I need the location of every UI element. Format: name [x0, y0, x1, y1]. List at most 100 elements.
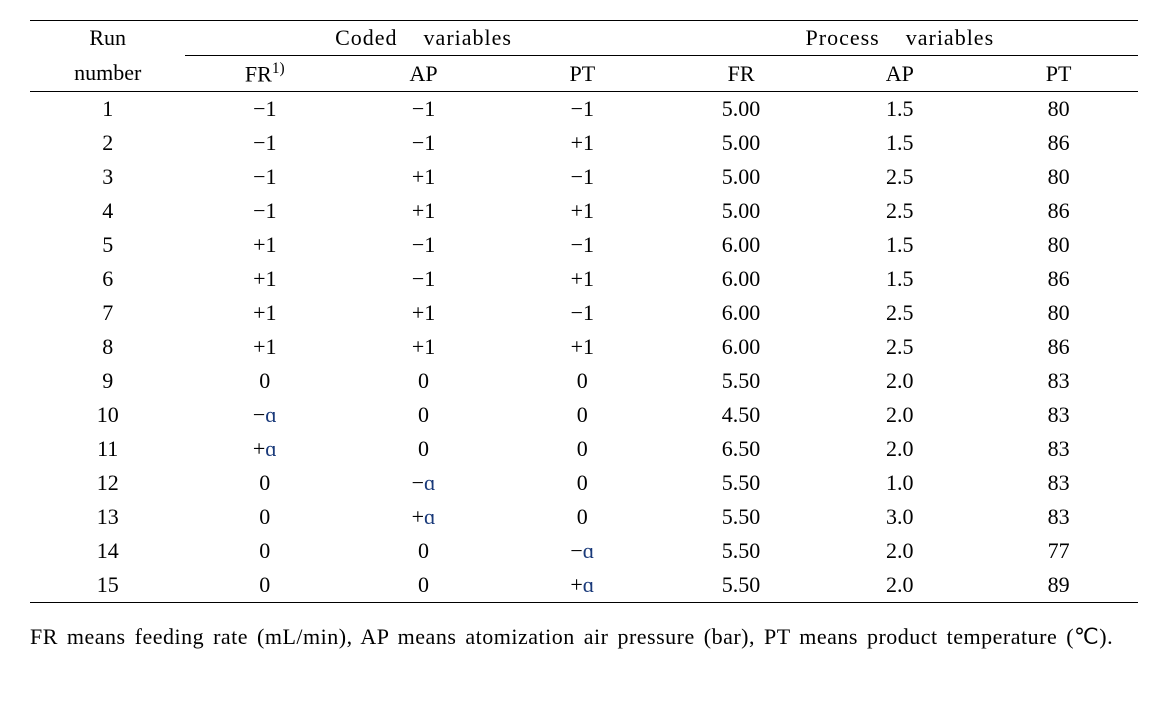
coded-ap-cell: 0: [344, 398, 503, 432]
proc-ap-cell: 2.0: [820, 534, 979, 568]
run-cell: 5: [30, 228, 185, 262]
table-row: 120−ɑ05.501.083: [30, 466, 1138, 500]
table-row: 4−1+1+15.002.586: [30, 194, 1138, 228]
table-row: 3−1+1−15.002.580: [30, 160, 1138, 194]
proc-pt-cell: 83: [979, 500, 1138, 534]
proc-fr-cell: 5.00: [662, 160, 821, 194]
proc-ap-cell: 2.0: [820, 432, 979, 466]
proc-ap-cell: 2.0: [820, 364, 979, 398]
header-coded-ap: AP: [344, 56, 503, 92]
coded-ap-cell: +1: [344, 194, 503, 228]
table-header-row-2: number FR1) AP PT FR AP PT: [30, 56, 1138, 92]
header-run-line2: number: [30, 56, 185, 92]
coded-pt-cell: 0: [503, 500, 662, 534]
run-cell: 10: [30, 398, 185, 432]
run-cell: 4: [30, 194, 185, 228]
proc-fr-cell: 6.00: [662, 228, 821, 262]
run-cell: 12: [30, 466, 185, 500]
header-proc-fr: FR: [662, 56, 821, 92]
coded-pt-cell: 0: [503, 432, 662, 466]
table-row: 90005.502.083: [30, 364, 1138, 398]
coded-ap-cell: +1: [344, 296, 503, 330]
proc-pt-cell: 80: [979, 92, 1138, 127]
coded-pt-cell: −1: [503, 296, 662, 330]
proc-ap-cell: 2.0: [820, 398, 979, 432]
proc-pt-cell: 86: [979, 126, 1138, 160]
coded-fr-cell: −1: [185, 194, 344, 228]
proc-pt-cell: 83: [979, 398, 1138, 432]
coded-pt-cell: +1: [503, 194, 662, 228]
coded-pt-cell: −1: [503, 92, 662, 127]
coded-fr-cell: −1: [185, 126, 344, 160]
proc-ap-cell: 2.5: [820, 194, 979, 228]
table-header-row-1: Run Coded variables Process variables: [30, 21, 1138, 56]
proc-ap-cell: 1.5: [820, 126, 979, 160]
coded-pt-cell: −ɑ: [503, 534, 662, 568]
coded-pt-cell: 0: [503, 398, 662, 432]
table-row: 1400−ɑ5.502.077: [30, 534, 1138, 568]
coded-ap-cell: −1: [344, 228, 503, 262]
proc-fr-cell: 6.50: [662, 432, 821, 466]
header-proc-ap: AP: [820, 56, 979, 92]
design-table: Run Coded variables Process variables nu…: [30, 20, 1138, 603]
coded-fr-cell: 0: [185, 364, 344, 398]
run-cell: 14: [30, 534, 185, 568]
proc-ap-cell: 2.5: [820, 330, 979, 364]
proc-ap-cell: 1.5: [820, 92, 979, 127]
run-cell: 11: [30, 432, 185, 466]
coded-pt-cell: +1: [503, 262, 662, 296]
table-footnote: FR means feeding rate (mL/min), AP means…: [30, 613, 1138, 661]
proc-pt-cell: 83: [979, 466, 1138, 500]
proc-ap-cell: 1.5: [820, 228, 979, 262]
coded-fr-cell: +1: [185, 296, 344, 330]
proc-fr-cell: 4.50: [662, 398, 821, 432]
table-row: 10−ɑ004.502.083: [30, 398, 1138, 432]
proc-fr-cell: 5.50: [662, 466, 821, 500]
coded-fr-cell: +1: [185, 330, 344, 364]
proc-pt-cell: 86: [979, 330, 1138, 364]
proc-fr-cell: 6.00: [662, 296, 821, 330]
coded-fr-cell: 0: [185, 534, 344, 568]
coded-pt-cell: +ɑ: [503, 568, 662, 603]
coded-fr-cell: +1: [185, 228, 344, 262]
table-row: 1−1−1−15.001.580: [30, 92, 1138, 127]
table-row: 11+ɑ006.502.083: [30, 432, 1138, 466]
proc-pt-cell: 89: [979, 568, 1138, 603]
coded-fr-cell: 0: [185, 466, 344, 500]
run-cell: 1: [30, 92, 185, 127]
proc-fr-cell: 5.00: [662, 194, 821, 228]
coded-pt-cell: 0: [503, 364, 662, 398]
proc-pt-cell: 80: [979, 160, 1138, 194]
run-cell: 8: [30, 330, 185, 364]
coded-fr-cell: 0: [185, 500, 344, 534]
coded-ap-cell: +1: [344, 330, 503, 364]
header-coded-fr: FR1): [185, 56, 344, 92]
coded-ap-cell: −ɑ: [344, 466, 503, 500]
proc-fr-cell: 5.00: [662, 126, 821, 160]
coded-ap-cell: 0: [344, 364, 503, 398]
proc-ap-cell: 2.0: [820, 568, 979, 603]
table-row: 1500+ɑ5.502.089: [30, 568, 1138, 603]
proc-ap-cell: 2.5: [820, 160, 979, 194]
proc-ap-cell: 1.0: [820, 466, 979, 500]
proc-fr-cell: 6.00: [662, 262, 821, 296]
coded-pt-cell: 0: [503, 466, 662, 500]
table-row: 6+1−1+16.001.586: [30, 262, 1138, 296]
run-cell: 7: [30, 296, 185, 330]
proc-ap-cell: 2.5: [820, 296, 979, 330]
run-cell: 3: [30, 160, 185, 194]
proc-fr-cell: 5.50: [662, 500, 821, 534]
coded-fr-cell: +1: [185, 262, 344, 296]
coded-fr-cell: +ɑ: [185, 432, 344, 466]
header-run-line1: Run: [30, 21, 185, 56]
run-cell: 13: [30, 500, 185, 534]
run-cell: 6: [30, 262, 185, 296]
coded-pt-cell: −1: [503, 160, 662, 194]
run-cell: 9: [30, 364, 185, 398]
coded-ap-cell: −1: [344, 126, 503, 160]
table-row: 7+1+1−16.002.580: [30, 296, 1138, 330]
table-row: 8+1+1+16.002.586: [30, 330, 1138, 364]
table-row: 5+1−1−16.001.580: [30, 228, 1138, 262]
coded-ap-cell: 0: [344, 534, 503, 568]
proc-fr-cell: 6.00: [662, 330, 821, 364]
